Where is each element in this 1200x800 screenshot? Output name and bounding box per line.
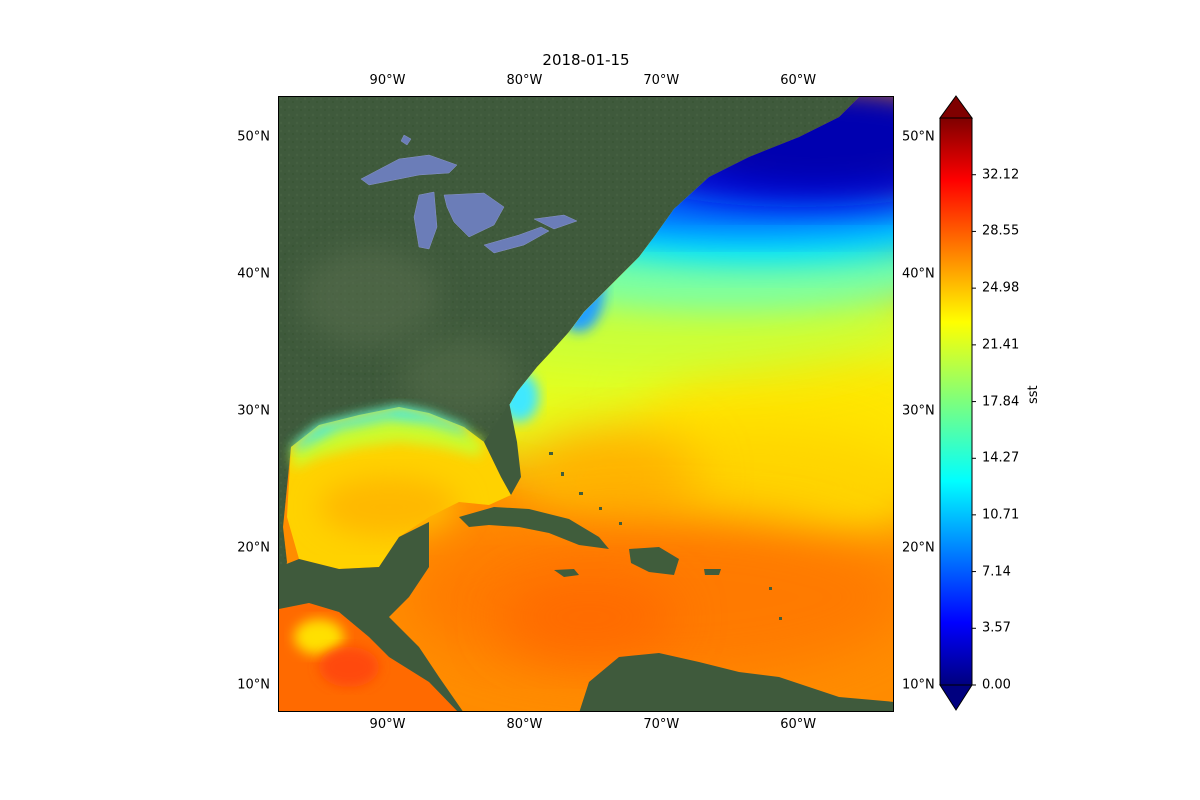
caribbean-islands	[459, 452, 782, 620]
colorbar-tick-label: 28.55	[982, 223, 1020, 239]
colorbar-tick-label: 21.41	[982, 337, 1020, 353]
colorbar-tick-label: 10.71	[982, 507, 1020, 523]
lat-tick-label-left: 40°N	[237, 266, 270, 282]
colorbar-tick-label: 3.57	[982, 620, 1011, 636]
lat-tick-label-right: 40°N	[902, 266, 935, 282]
colorbar-tick-label: 7.14	[982, 564, 1011, 580]
lat-tick-label-right: 50°N	[902, 129, 935, 145]
eastern-pacific	[279, 603, 458, 711]
lon-tick-label-top: 70°W	[643, 73, 680, 88]
colorbar-title: sst	[1026, 385, 1041, 404]
colorbar-extend-max	[939, 95, 973, 119]
lon-tick-label-bottom: 80°W	[506, 717, 543, 732]
colorbar-tick-label: 32.12	[982, 167, 1020, 183]
colorbar	[939, 95, 976, 711]
lat-tick-label-left: 10°N	[237, 677, 270, 693]
lon-tick-label-bottom: 60°W	[780, 717, 817, 732]
lat-tick-label-left: 20°N	[237, 540, 270, 556]
colorbar-tick-label: 0.00	[982, 677, 1011, 693]
lon-tick-label-top: 60°W	[780, 73, 817, 88]
map-title: 2018-01-15	[542, 51, 630, 69]
colorbar-extend-min	[939, 684, 973, 711]
lon-tick-label-top: 80°W	[506, 73, 543, 88]
lat-tick-label-right: 10°N	[902, 677, 935, 693]
lon-tick-label-bottom: 90°W	[369, 717, 406, 732]
map-panel[interactable]	[278, 96, 894, 712]
colorbar-tick-label: 24.98	[982, 280, 1020, 296]
lat-tick-label-right: 30°N	[902, 403, 935, 419]
colorbar-ticks	[972, 174, 976, 686]
great-lakes	[360, 134, 578, 254]
colorbar-tick-label: 14.27	[982, 450, 1020, 466]
lat-tick-label-right: 20°N	[902, 540, 935, 556]
lat-tick-label-left: 50°N	[237, 129, 270, 145]
gulf-of-mexico	[287, 407, 511, 569]
sst-map	[279, 97, 893, 711]
colorbar-gradient	[939, 117, 973, 686]
lat-tick-label-left: 30°N	[237, 403, 270, 419]
lon-tick-label-bottom: 70°W	[643, 717, 680, 732]
lon-tick-label-top: 90°W	[369, 73, 406, 88]
colorbar-tick-label: 17.84	[982, 394, 1020, 410]
